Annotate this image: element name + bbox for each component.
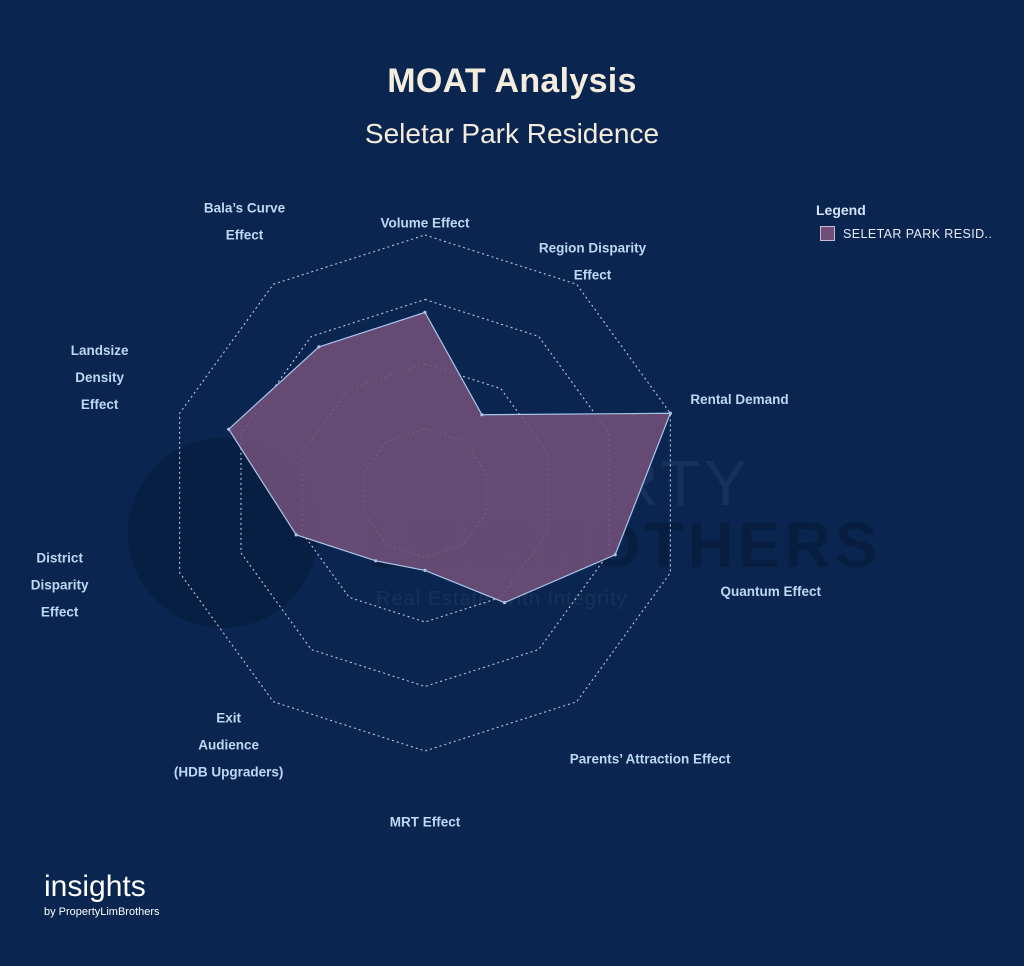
axis-label-7-0: District: [36, 550, 83, 565]
axis-label-8-1: Density: [75, 370, 124, 385]
series-area-0: [227, 311, 672, 604]
legend-title: Legend: [816, 202, 866, 218]
axis-label-4-0: Parents’ Attraction Effect: [570, 751, 731, 766]
chart-subtitle: Seletar Park Residence: [364, 118, 660, 149]
axis-label-3-0: Quantum Effect: [721, 584, 822, 599]
axis-label-7-1: Disparity: [31, 577, 89, 592]
data-point-1: [480, 413, 484, 417]
axis-label-9-0: Bala’s Curve: [204, 200, 286, 215]
data-point-9: [317, 345, 321, 349]
grid-ring-4: [179, 234, 671, 752]
axis-label-9-1: Effect: [226, 227, 264, 242]
axis-label-5-0: MRT Effect: [390, 815, 461, 830]
brand-name: insights: [44, 870, 146, 903]
data-point-5: [423, 568, 427, 573]
data-point-8: [227, 427, 231, 431]
data-point-7: [294, 533, 298, 537]
axis-label-8-2: Effect: [81, 397, 119, 412]
data-point-0: [423, 310, 427, 314]
brand-logo: insights by PropertyLimBrothers: [44, 870, 160, 919]
axis-label-7-2: Effect: [41, 604, 79, 619]
chart-title: MOAT Analysis: [387, 62, 637, 100]
axis-label-6-2: (HDB Upgraders): [174, 764, 284, 779]
data-point-3: [613, 553, 617, 557]
legend: Legend SELETAR PARK RESID..: [816, 202, 992, 241]
axis-label-1-1: Effect: [574, 267, 612, 282]
brand-tagline: by PropertyLimBrothers: [44, 906, 160, 918]
legend-item-label: SELETAR PARK RESID..: [843, 226, 993, 241]
legend-swatch: [820, 226, 835, 241]
axis-label-8-0: Landsize: [71, 343, 129, 358]
axis-label-6-1: Audience: [198, 737, 259, 752]
data-point-2: [668, 411, 672, 415]
axis-label-1-0: Region Disparity: [539, 240, 647, 255]
axis-label-2-0: Rental Demand: [690, 392, 788, 407]
data-point-4: [503, 600, 507, 605]
data-point-6: [374, 559, 378, 563]
axis-label-0-0: Volume Effect: [380, 216, 470, 231]
axis-label-6-0: Exit: [216, 710, 241, 725]
legend-item[interactable]: SELETAR PARK RESID..: [816, 226, 992, 241]
